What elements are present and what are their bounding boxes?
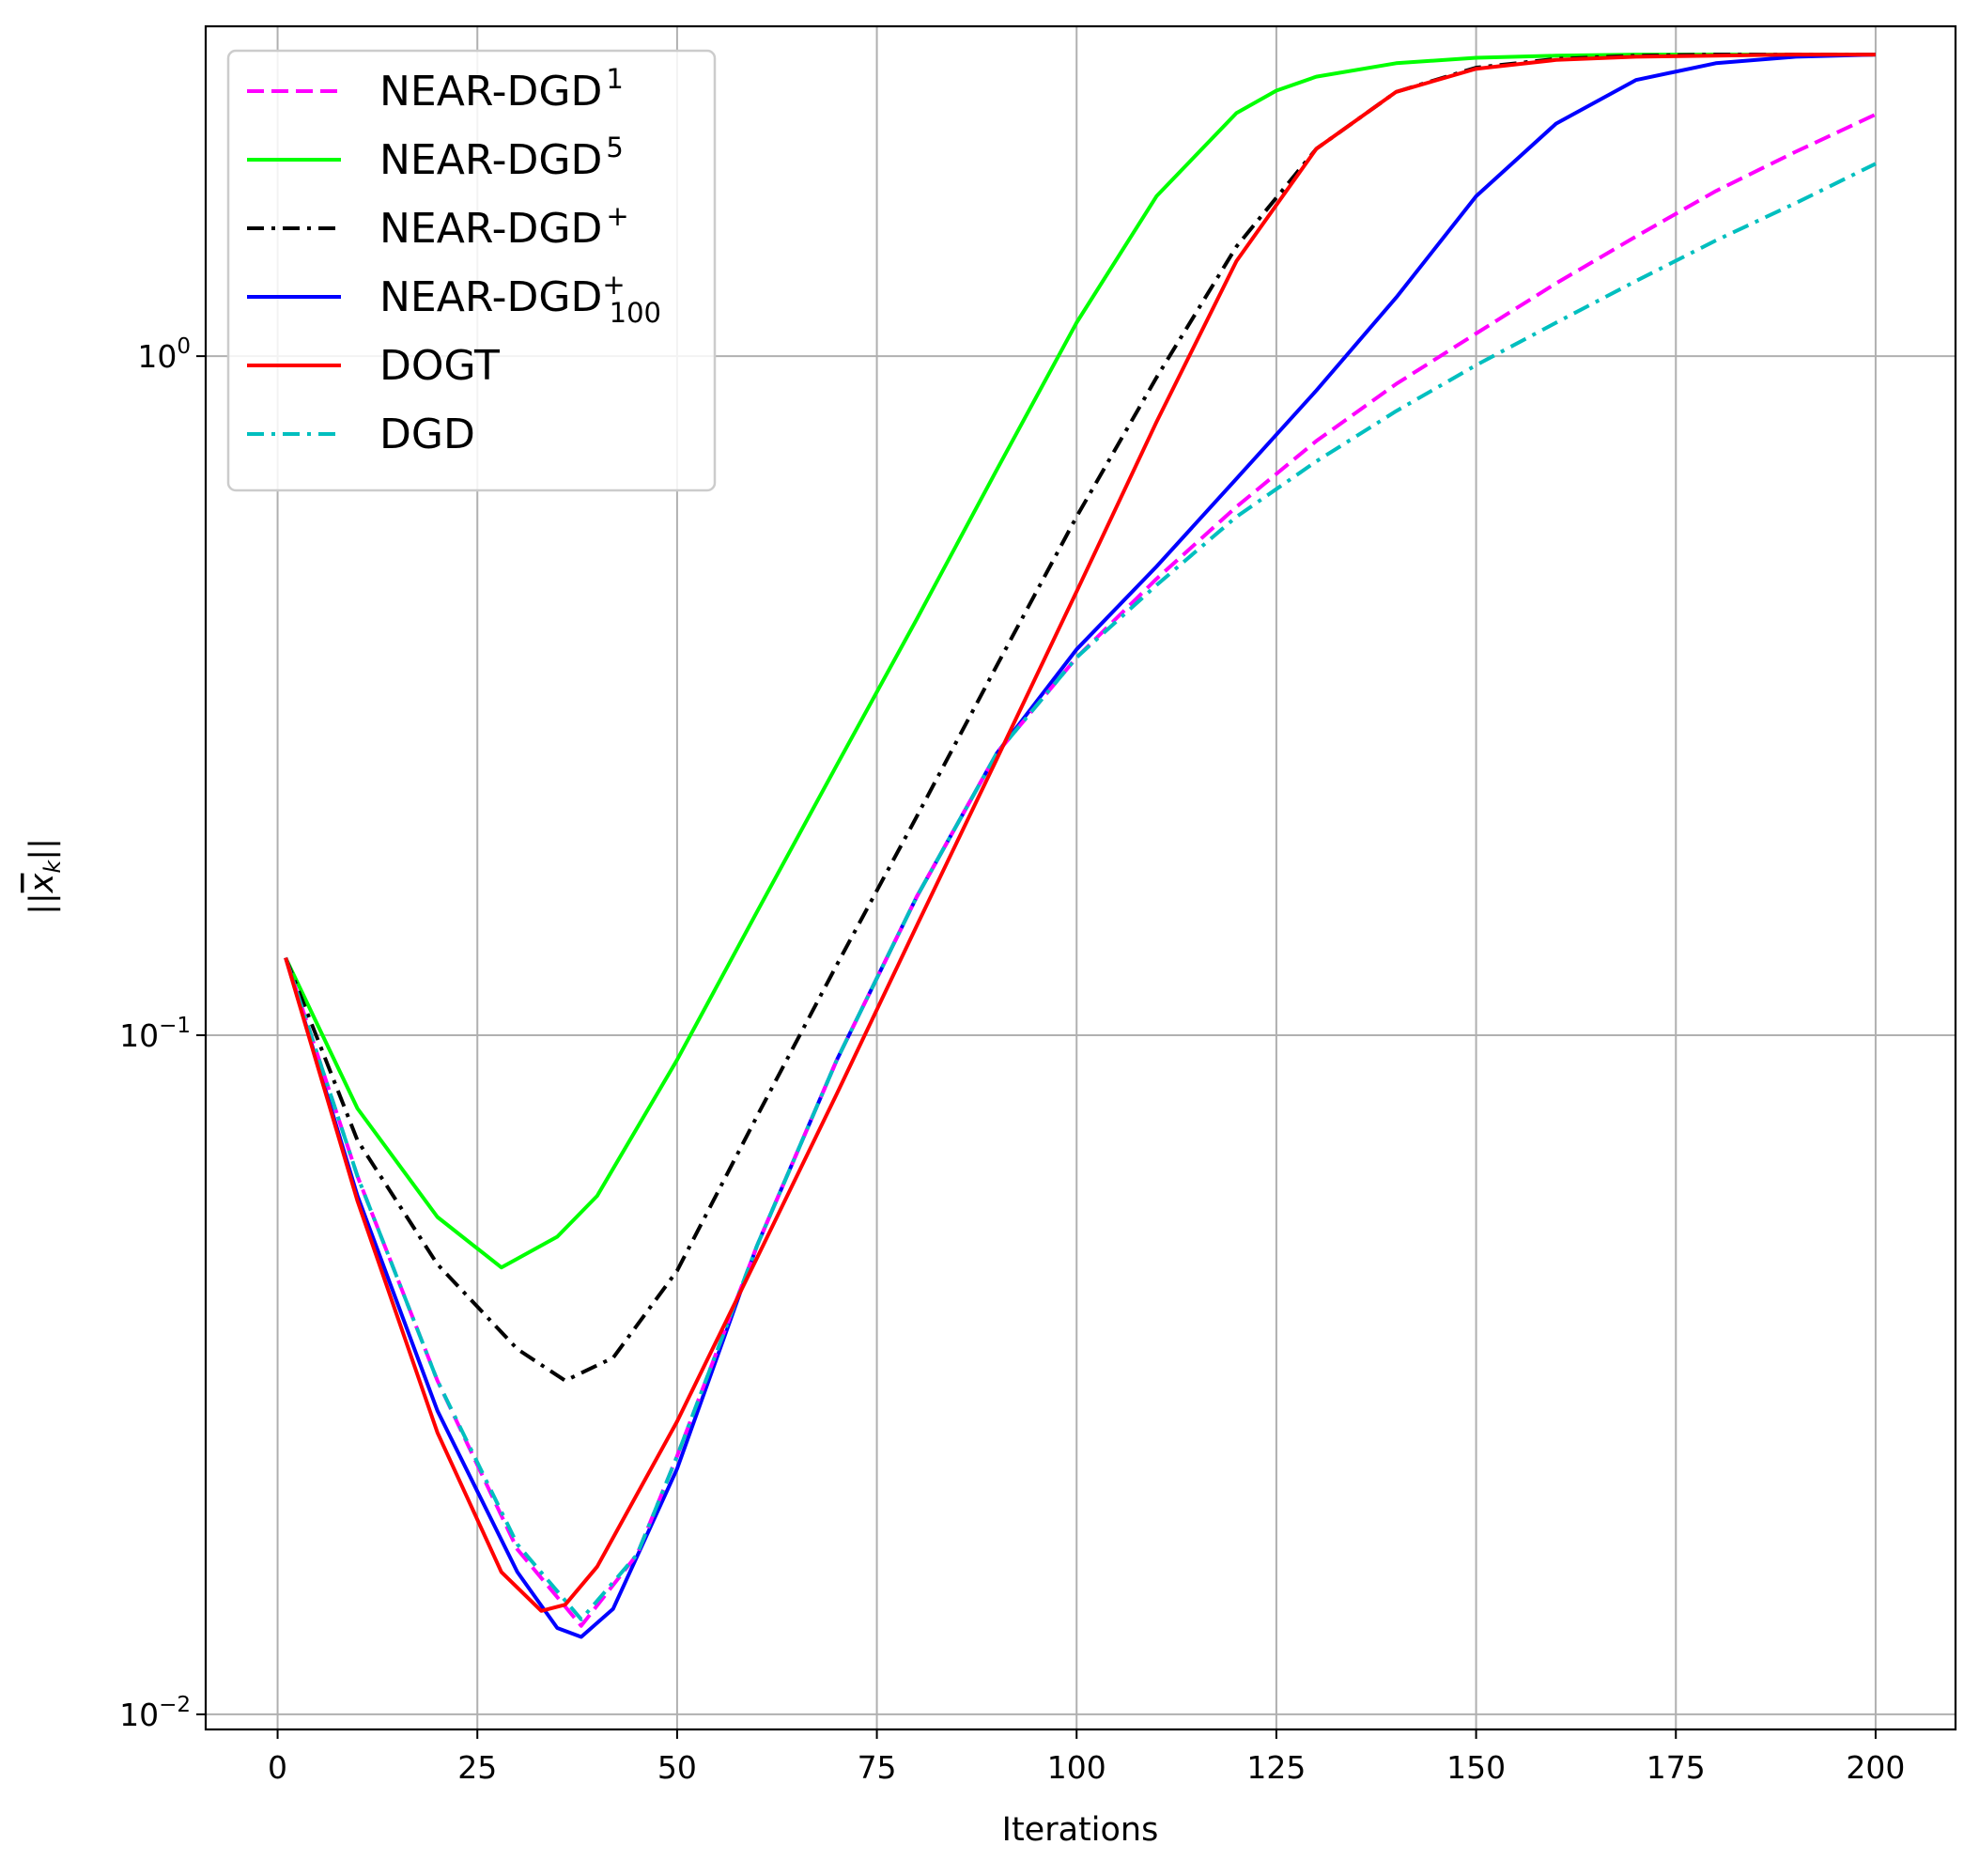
x-tick-label: 175 (1647, 1749, 1706, 1786)
legend-box (226, 49, 717, 492)
series-line-5 (284, 162, 1877, 1621)
legend: NEAR-DGD 1 NEAR-DGD 5 NEAR-DGD + NEAR-DGD+ 100 D… (226, 49, 717, 492)
x-tick-label: 200 (1846, 1749, 1905, 1786)
series-line-1 (284, 53, 1876, 1270)
x-tick-label: 50 (657, 1749, 697, 1786)
x-tick-label: 0 (268, 1749, 287, 1786)
y-tick-label: 100 (137, 334, 191, 375)
plot-lines (284, 53, 1877, 1639)
x-tick-label: 75 (858, 1749, 897, 1786)
series-line-4 (284, 53, 1876, 1613)
y-ticks: 10−2 10−1 100 (119, 334, 206, 1733)
legend-label-2: NEAR-DGD + (379, 200, 629, 253)
legend-label-5: DGD (379, 411, 475, 458)
x-tick-label: 150 (1446, 1749, 1506, 1786)
x-tick-label: 25 (457, 1749, 497, 1786)
legend-label-1: NEAR-DGD 5 (379, 132, 624, 184)
y-axis-label: ||xk|| (23, 838, 66, 915)
legend-label-4: DOGT (379, 342, 500, 390)
legend-label-0: NEAR-DGD 1 (379, 63, 624, 116)
x-tick-label: 100 (1047, 1749, 1106, 1786)
plot-frame (204, 24, 1957, 1731)
y-tick-label: 10−1 (119, 1014, 191, 1054)
x-ticks: 0 25 50 75 100 125 150 175 200 (268, 1729, 1905, 1786)
y-tick-label: 10−2 (119, 1693, 191, 1733)
x-tick-label: 125 (1246, 1749, 1306, 1786)
x-axis-label: Iterations (1002, 1811, 1159, 1849)
legend-label-3: NEAR-DGD+ 100 (379, 269, 661, 329)
